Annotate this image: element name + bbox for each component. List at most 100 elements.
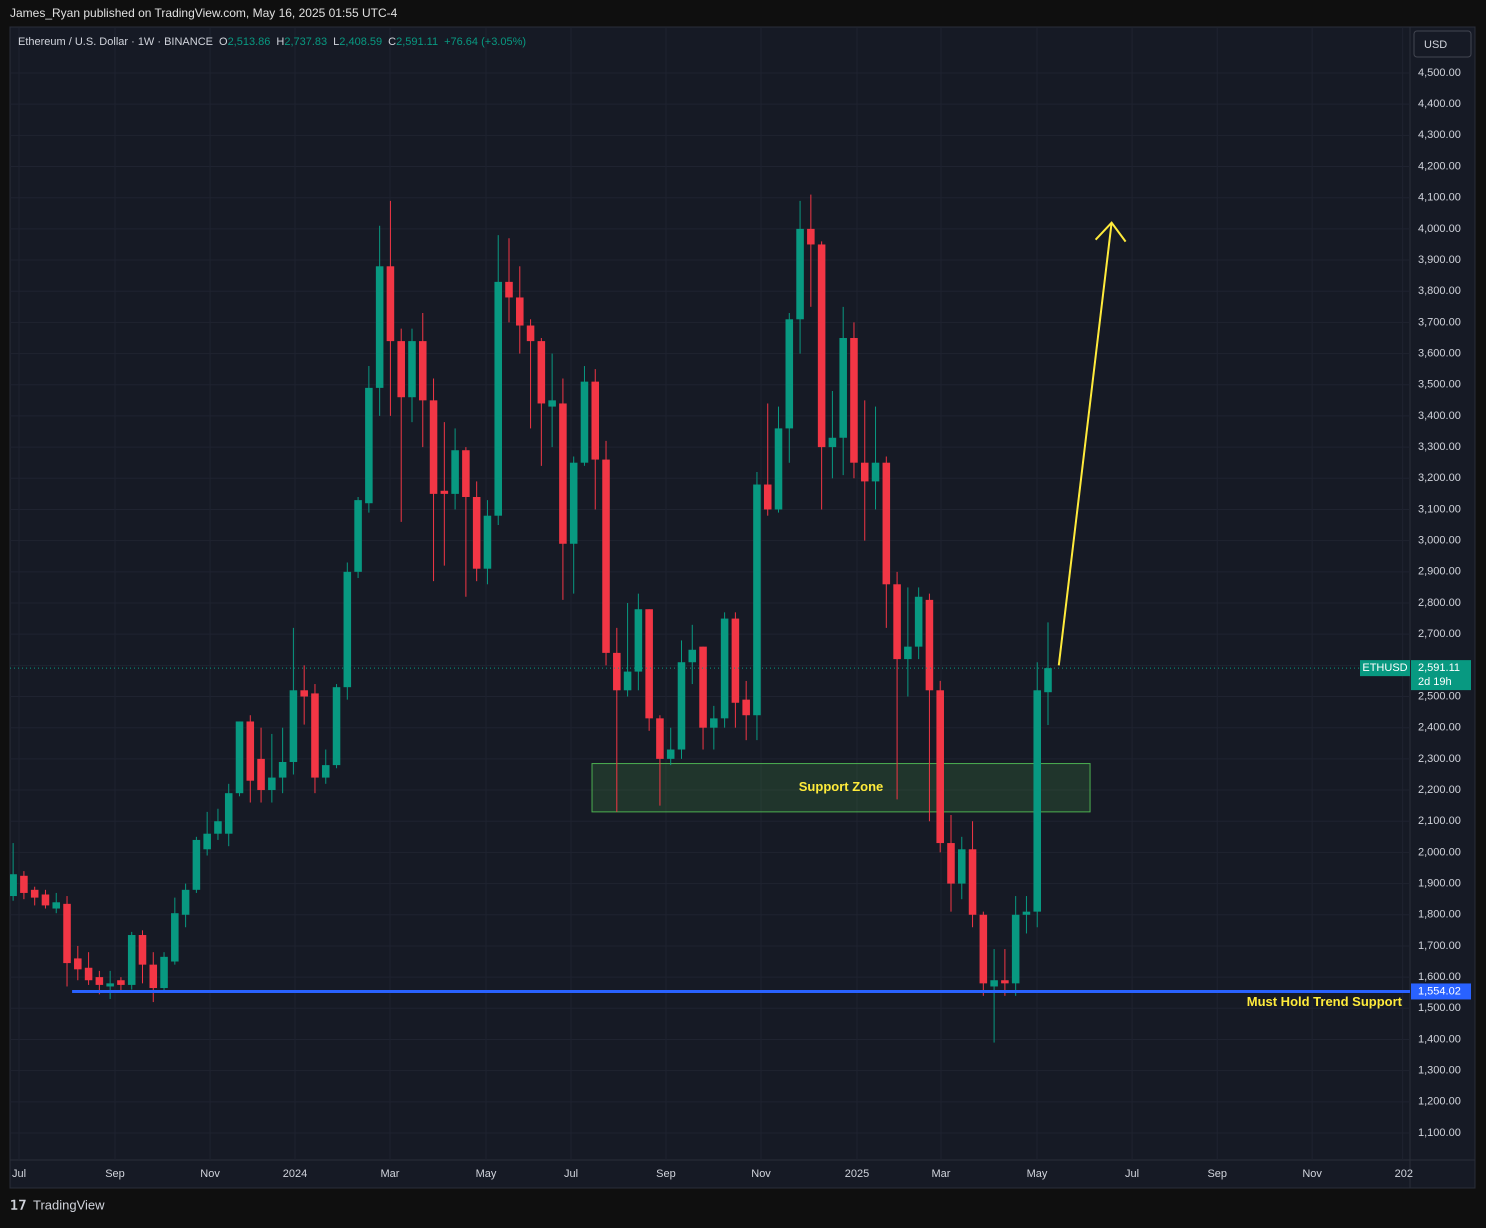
candle-body <box>321 765 330 778</box>
y-tick-label: 4,000.00 <box>1418 223 1461 235</box>
symbol: Ethereum / U.S. Dollar · 1W · BINANCE O2,… <box>18 36 526 48</box>
y-tick-label: 4,400.00 <box>1418 98 1461 110</box>
candle-body <box>171 913 179 962</box>
candle-body <box>591 381 600 460</box>
c-key: C <box>388 36 396 48</box>
x-tick-label: Nov <box>751 1168 771 1180</box>
y-tick-label: 4,300.00 <box>1418 129 1461 141</box>
candle-body <box>472 496 481 569</box>
y-tick-label: 3,900.00 <box>1418 254 1461 266</box>
chart-panel <box>9 26 1476 1189</box>
candle-body <box>580 381 589 463</box>
candle-body <box>127 935 136 985</box>
candle-body <box>440 490 449 494</box>
arrow <box>1057 222 1113 666</box>
candle-body <box>731 618 740 703</box>
candle-body <box>41 894 50 906</box>
y-tick-label: 1,200.00 <box>1418 1096 1461 1108</box>
candle-body <box>311 693 319 778</box>
y-tick-label: 3,200.00 <box>1418 472 1461 484</box>
candle-body <box>1033 690 1042 912</box>
candle-body <box>796 228 804 320</box>
y-tick-label: 2,700.00 <box>1418 628 1461 640</box>
candle-body <box>623 671 632 691</box>
y-tick-label: 1,700.00 <box>1418 940 1461 952</box>
x-tick-label: Jul <box>12 1168 26 1180</box>
x-tick-label: May <box>1027 1168 1048 1180</box>
candle-body <box>569 462 578 544</box>
candle-body <box>418 341 427 401</box>
candle-body <box>645 609 653 719</box>
candle-body <box>203 833 211 850</box>
y-tick-label: 2,900.00 <box>1418 566 1461 578</box>
candle-body <box>882 462 891 585</box>
candle-body <box>257 758 265 791</box>
y-tick-label: 2,800.00 <box>1418 597 1461 609</box>
candle-body <box>613 652 621 691</box>
candle-body <box>429 400 438 494</box>
y-tick-label: 4,200.00 <box>1418 160 1461 172</box>
h-key: H <box>276 36 284 48</box>
y-tick-label: 3,100.00 <box>1418 503 1461 515</box>
support-zone-label: Support Zone <box>799 779 884 794</box>
candle-body <box>537 341 546 404</box>
candle-body <box>904 646 912 660</box>
currency-label[interactable]: USD <box>1424 39 1447 51</box>
candle-body <box>893 584 901 660</box>
candle-body <box>634 609 643 672</box>
candle-body <box>742 699 750 716</box>
support-line-label: Must Hold Trend Support <box>1247 994 1403 1009</box>
candle-body <box>656 718 664 759</box>
candle-body <box>138 935 147 965</box>
candle-body <box>117 980 125 985</box>
y-tick-label: 1,300.00 <box>1418 1065 1461 1077</box>
candle-body <box>936 690 944 844</box>
candle-body <box>753 484 761 716</box>
candle-body <box>990 980 998 987</box>
candle-body <box>386 266 395 342</box>
candle-body <box>451 450 459 494</box>
arrow-head <box>1094 221 1127 243</box>
candle-body <box>710 718 718 728</box>
candle-body <box>268 777 276 791</box>
candle-body <box>957 849 966 884</box>
candle-body <box>774 428 783 510</box>
candle-body <box>462 450 470 497</box>
candle-body <box>925 599 934 691</box>
y-tick-label: 2,500.00 <box>1418 690 1461 702</box>
y-tick-label: 3,000.00 <box>1418 535 1461 547</box>
candle-body <box>74 958 82 970</box>
candle-body <box>699 646 707 728</box>
y-tick-label: 3,700.00 <box>1418 316 1461 328</box>
byline: James_Ryan published on TradingView.com,… <box>10 6 398 20</box>
candle-body <box>979 914 988 984</box>
candle-body <box>785 319 794 429</box>
candle-body <box>871 462 880 482</box>
y-tick-label: 3,800.00 <box>1418 285 1461 297</box>
support-tag-text: 1,554.02 <box>1418 985 1461 997</box>
x-tick-label: Jul <box>1125 1168 1139 1180</box>
y-tick-label: 4,500.00 <box>1418 67 1461 79</box>
footer-logo: 𝟣𝟩 <box>10 1197 27 1212</box>
candle-body <box>278 761 287 778</box>
candle-body <box>516 297 524 326</box>
candle-body <box>839 337 847 438</box>
candle-body <box>52 902 61 909</box>
support-zone <box>591 763 1091 813</box>
y-tick-label: 2,100.00 <box>1418 815 1461 827</box>
candle-body <box>763 484 772 510</box>
candle-body <box>63 903 71 964</box>
countdown-text: 2d 19h <box>1418 676 1452 688</box>
candle-body <box>246 721 255 781</box>
x-tick-label: 2025 <box>845 1168 869 1180</box>
y-tick-label: 3,400.00 <box>1418 410 1461 422</box>
currency-button[interactable] <box>1413 30 1472 58</box>
candle-body <box>375 266 384 388</box>
candle-body <box>149 964 158 989</box>
candle-body <box>807 228 815 245</box>
candle-body <box>1011 914 1020 984</box>
candle-body <box>30 889 39 898</box>
c-value: 2,591.11 <box>396 36 438 48</box>
y-tick-label: 2,200.00 <box>1418 784 1461 796</box>
candle-body <box>914 596 923 647</box>
